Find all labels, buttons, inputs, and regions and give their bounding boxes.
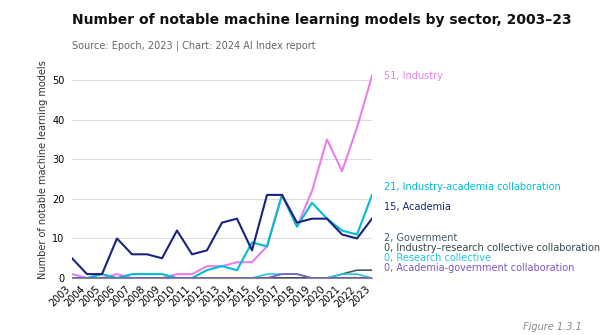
Text: 0, Research collective: 0, Research collective — [384, 253, 491, 263]
Text: Number of notable machine learning models by sector, 2003–23: Number of notable machine learning model… — [72, 13, 572, 27]
Y-axis label: Number of notable machine learning models: Number of notable machine learning model… — [38, 60, 48, 278]
Text: 51, Industry: 51, Industry — [384, 71, 443, 81]
Text: 0, Academia-government collaboration: 0, Academia-government collaboration — [384, 263, 574, 273]
Text: Source: Epoch, 2023 | Chart: 2024 AI Index report: Source: Epoch, 2023 | Chart: 2024 AI Ind… — [72, 40, 316, 51]
Text: 21, Industry-academia collaboration: 21, Industry-academia collaboration — [384, 182, 561, 192]
Text: 0, Industry–research collective collaboration: 0, Industry–research collective collabor… — [384, 243, 600, 253]
Text: Figure 1.3.1: Figure 1.3.1 — [523, 322, 582, 332]
Text: 15, Academia: 15, Academia — [384, 202, 451, 212]
Text: 2, Government: 2, Government — [384, 233, 457, 244]
